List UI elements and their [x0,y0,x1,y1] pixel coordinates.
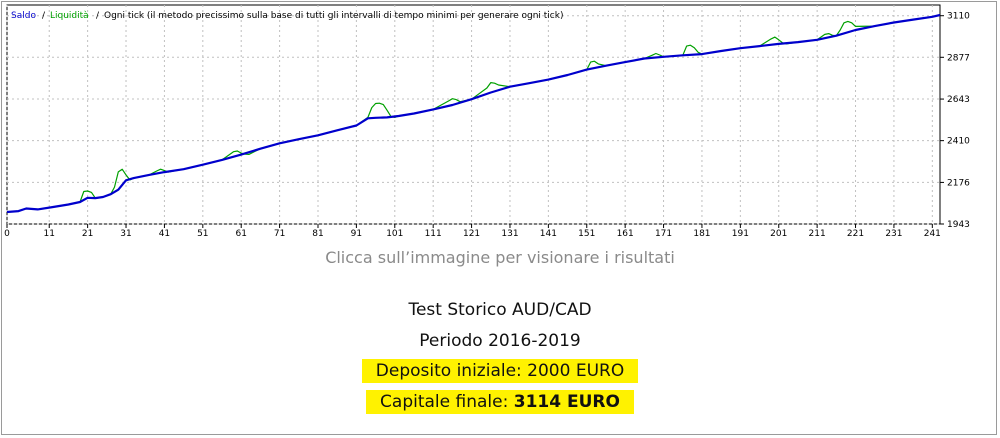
x-tick-label: 121 [463,229,480,239]
series-line-saldo [6,13,941,214]
x-tick-label: 151 [578,229,595,239]
caption-link[interactable]: Clicca sull’immagine per visionare i ris… [325,248,675,267]
y-tick-label: 3110 [947,12,970,22]
x-tick-label: 11 [44,229,55,239]
test-period: Periodo 2016-2019 [419,331,581,351]
test-title: Test Storico AUD/CAD [408,300,592,320]
legend-separator: / [42,11,46,21]
x-tick-label: 141 [540,229,557,239]
x-tick-label: 41 [159,229,170,239]
final-capital-label: Capitale finale: [380,392,514,412]
axis-ticks: 0 11 21 31 41 51 61 71 81 91 101 111 121 131 141 151 161… [4,12,970,239]
plot-area-border [6,4,941,225]
equity-chart[interactable]: 0 11 21 31 41 51 61 71 81 91 101 111 121 131 141 151 161… [0,0,1000,240]
y-tick-label: 2410 [947,137,970,147]
x-tick-label: 111 [425,229,442,239]
x-tick-label: 221 [847,229,864,239]
x-tick-label: 181 [693,229,710,239]
legend-saldo: Saldo [11,11,36,21]
x-tick-label: 71 [274,229,285,239]
y-tick-label: 2176 [947,178,970,188]
y-tick-label: 1943 [947,220,970,230]
deposit-line: Deposito iniziale: 2000 EURO [0,359,1000,383]
x-tick-label: 51 [197,229,208,239]
x-tick-label: 31 [120,229,131,239]
y-tick-label: 2643 [947,95,970,105]
x-tick-label: 201 [770,229,787,239]
x-tick-label: 231 [885,229,902,239]
x-tick-label: 21 [82,229,93,239]
x-tick-label: 191 [732,229,749,239]
x-tick-label: 61 [235,229,246,239]
x-tick-label: 131 [501,229,518,239]
legend-liquidita: Liquidità [50,11,89,21]
series-layer [6,13,941,214]
grid-lines [6,5,940,225]
deposit-highlight: Deposito iniziale: 2000 EURO [361,359,639,383]
legend-separator: / [96,11,100,21]
y-tick-label: 2877 [947,53,970,63]
x-tick-label: 211 [809,229,826,239]
x-tick-label: 241 [924,229,941,239]
x-tick-label: 101 [386,229,403,239]
x-tick-label: 91 [351,229,362,239]
legend: Saldo / Liquidità / Ogni tick (il metodo… [11,11,563,21]
final-capital-highlight: Capitale finale: 3114 EURO [366,390,634,414]
final-capital-value: 3114 EURO [513,392,620,412]
legend-test-mode: Ogni tick (il metodo precissimo sulla ba… [104,11,563,21]
x-tick-label: 0 [4,229,10,239]
x-tick-label: 171 [655,229,672,239]
x-tick-label: 81 [312,229,323,239]
final-capital-line: Capitale finale: 3114 EURO [0,390,1000,414]
x-tick-label: 161 [617,229,634,239]
